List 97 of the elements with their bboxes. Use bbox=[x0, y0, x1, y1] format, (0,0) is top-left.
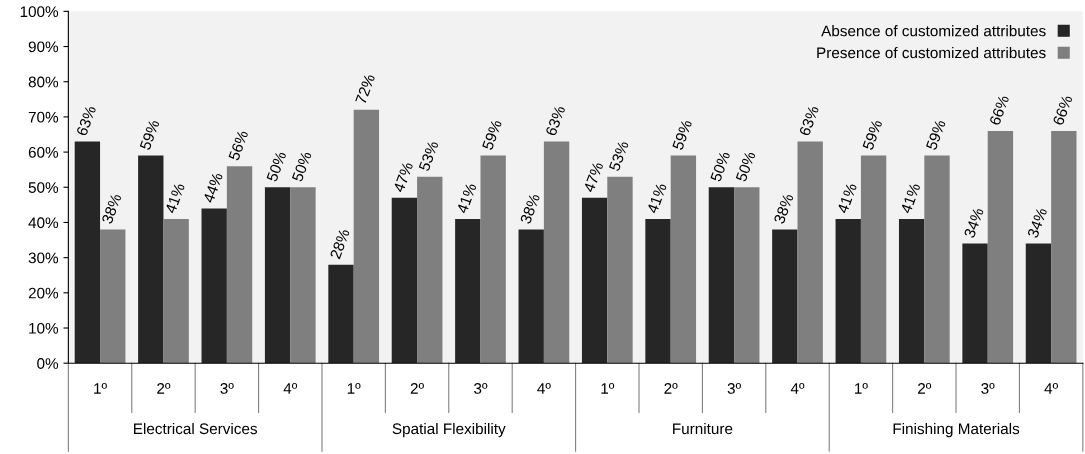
data-label: 63% bbox=[545, 105, 566, 137]
y-tick-label: 60% bbox=[28, 146, 59, 158]
x-tick-label: 2º bbox=[157, 383, 171, 394]
bar bbox=[455, 218, 481, 364]
data-label: 50% bbox=[291, 150, 312, 183]
text: Electrical Services bbox=[134, 422, 258, 435]
data-label: 41% bbox=[646, 182, 667, 215]
data-label: 59% bbox=[672, 119, 693, 151]
bar bbox=[417, 176, 443, 364]
bar bbox=[835, 218, 861, 364]
x-tick-label: 3º bbox=[981, 383, 995, 394]
bar bbox=[264, 187, 291, 364]
data-label: 72% bbox=[355, 73, 376, 105]
y-tick-label: 50% bbox=[28, 182, 59, 193]
x-tick-label: 3º bbox=[474, 383, 488, 394]
data-label: 53% bbox=[418, 140, 439, 172]
data-label: 66% bbox=[1052, 94, 1073, 126]
x-tick-label: 4º bbox=[1044, 383, 1058, 394]
bar bbox=[1025, 243, 1052, 364]
data-label: 47% bbox=[583, 161, 604, 193]
bar bbox=[518, 229, 544, 364]
bar bbox=[74, 141, 101, 364]
x-tick-label: 3º bbox=[727, 383, 741, 394]
x-tick-label: 4º bbox=[537, 383, 551, 394]
legend-label: Presence of customized attributes bbox=[817, 46, 1046, 59]
y-tick-label: 70% bbox=[28, 111, 59, 123]
data-label: 56% bbox=[228, 129, 249, 162]
bar bbox=[581, 197, 608, 364]
x-tick-label: 2º bbox=[664, 383, 678, 394]
bar bbox=[987, 130, 1014, 364]
data-label: 59% bbox=[925, 119, 946, 151]
data-label: 53% bbox=[608, 140, 629, 172]
data-label: 41% bbox=[456, 182, 477, 215]
x-tick-label: 1º bbox=[855, 383, 868, 394]
text: Furniture bbox=[673, 422, 733, 435]
data-label: 41% bbox=[164, 182, 185, 215]
bar bbox=[797, 141, 823, 364]
x-tick-label: 1º bbox=[94, 383, 107, 394]
bar bbox=[898, 218, 925, 364]
bar bbox=[708, 187, 735, 364]
x-tick-label: 4º bbox=[790, 383, 805, 394]
bar bbox=[962, 243, 988, 364]
bar bbox=[772, 229, 798, 364]
data-label: 50% bbox=[710, 150, 731, 183]
data-label: 38% bbox=[773, 193, 794, 225]
bar bbox=[391, 197, 418, 364]
data-label: 34% bbox=[1027, 207, 1048, 239]
data-label: 50% bbox=[735, 150, 756, 183]
bar bbox=[670, 155, 697, 364]
y-tick-label: 0% bbox=[37, 358, 59, 369]
data-label: 34% bbox=[963, 207, 984, 239]
x-tick-label: 2º bbox=[918, 383, 932, 394]
bar bbox=[734, 187, 760, 364]
data-label: 41% bbox=[836, 182, 858, 215]
data-label: 28% bbox=[329, 228, 350, 260]
data-label: 63% bbox=[798, 105, 820, 137]
bar bbox=[201, 208, 227, 364]
data-label: 38% bbox=[519, 193, 541, 225]
data-label: 38% bbox=[101, 193, 122, 225]
bar bbox=[543, 141, 570, 364]
bar bbox=[328, 264, 354, 364]
data-label: 59% bbox=[862, 119, 883, 151]
data-label: 47% bbox=[393, 161, 414, 193]
text: Spatial Flexibility bbox=[392, 422, 506, 438]
data-label: 66% bbox=[989, 94, 1010, 126]
bar bbox=[226, 166, 253, 364]
data-label: 59% bbox=[139, 119, 160, 151]
y-tick-label: 90% bbox=[28, 41, 59, 53]
data-label: 63% bbox=[76, 105, 97, 137]
bar bbox=[645, 218, 671, 364]
bar bbox=[290, 187, 316, 364]
bar bbox=[100, 229, 126, 364]
bar bbox=[607, 176, 633, 364]
legend-label: Absence of customized attributes bbox=[821, 25, 1046, 37]
y-tick-label: 20% bbox=[28, 287, 59, 299]
data-label: 50% bbox=[266, 150, 287, 183]
bar bbox=[480, 155, 506, 364]
text: Finishing Materials bbox=[893, 422, 1020, 438]
x-tick-label: 1º bbox=[601, 383, 615, 394]
y-tick-label: 40% bbox=[28, 217, 59, 229]
bar bbox=[1051, 130, 1077, 364]
y-tick-label: 30% bbox=[28, 252, 59, 264]
y-tick-label: 80% bbox=[28, 76, 59, 88]
bar bbox=[138, 155, 164, 364]
bar bbox=[924, 155, 950, 364]
bar bbox=[163, 218, 189, 364]
bar bbox=[353, 109, 380, 364]
data-label: 41% bbox=[900, 182, 921, 215]
y-tick-label: 100% bbox=[20, 6, 59, 18]
x-tick-label: 2º bbox=[410, 383, 424, 394]
bar bbox=[860, 155, 887, 364]
y-tick-label: 10% bbox=[29, 322, 59, 334]
x-tick-label: 4º bbox=[283, 383, 298, 394]
x-tick-label: 1º bbox=[347, 383, 361, 394]
x-tick-label: 3º bbox=[220, 383, 234, 394]
data-label: 59% bbox=[481, 119, 503, 151]
data-label: 44% bbox=[202, 171, 224, 204]
